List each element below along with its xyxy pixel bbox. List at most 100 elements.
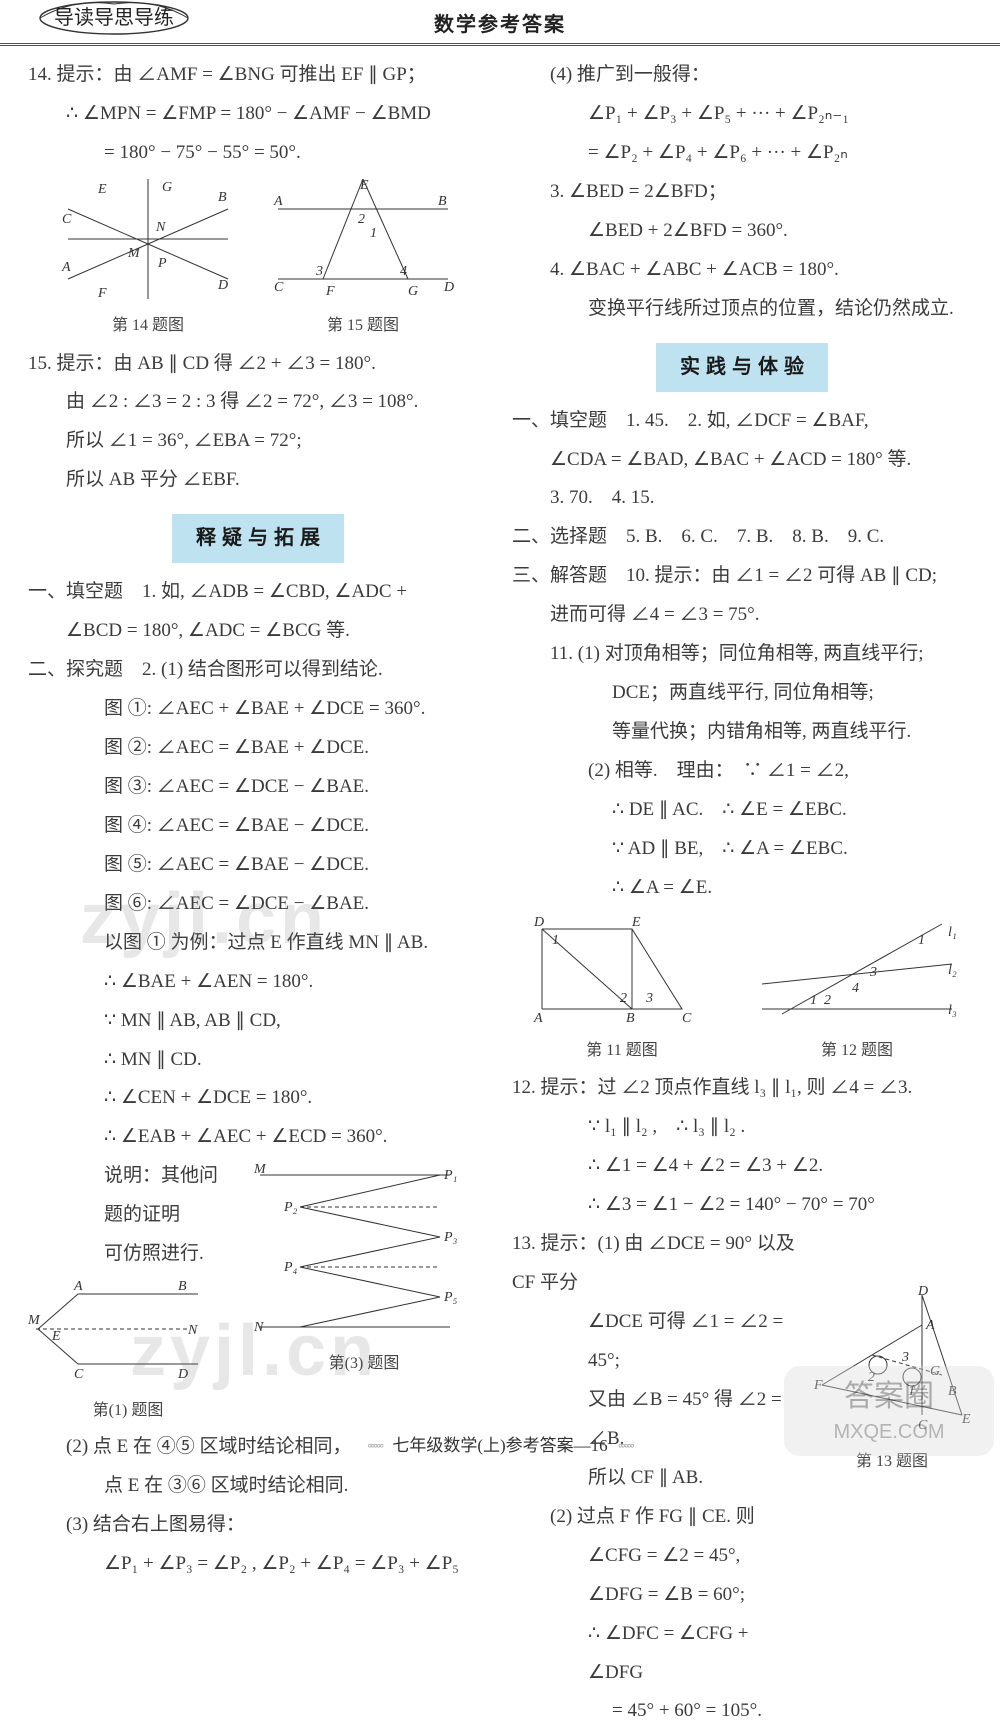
inv-g3: 图 ③: ∠AEC = ∠DCE − ∠BAE. [28,768,488,807]
r-q3-l2: ∠BED + 2∠BFD = 360°. [512,212,972,251]
content-columns: 14. 提示：由 ∠AMF = ∠BNG 可推出 EF ∥ GP； ∴ ∠MPN… [0,46,1000,1731]
svg-text:l₂: l₂ [948,963,957,978]
r-q13-l7: ∠DFG = ∠B = 60°; [512,1576,804,1615]
svg-text:M: M [28,1313,41,1328]
svg-text:E: E [631,915,641,930]
svg-text:A: A [61,260,71,275]
inv-ex1: 以图 ① 为例：过点 E 作直线 MN ∥ AB. [28,924,488,963]
svg-text:N: N [253,1320,264,1335]
figure-11: DE ABC 123 第 11 题图 [522,914,722,1068]
svg-text:4: 4 [400,264,407,279]
svg-text:N: N [187,1323,198,1338]
figure-14: EGB CN AMP FD 第 14 题图 [58,179,238,343]
fill-l2: ∠BCD = 180°, ∠ADC = ∠BCG 等. [28,612,488,651]
r-q12-l2: ∵ l₁ ∥ l₂ , ∴ l₃ ∥ l₂ . [512,1108,972,1147]
figure-12: l₁l₂l₃ 134 12 第 12 题图 [752,914,962,1068]
r-solve-l2: 进而可得 ∠4 = ∠3 = 75°. [512,596,972,635]
inv-p2b: 点 E 在 ③⑥ 区域时结论相同. [28,1467,488,1506]
q15-l2: 由 ∠2 : ∠3 = 2 : 3 得 ∠2 = 72°, ∠3 = 108°. [28,383,488,422]
figure-15-caption: 第 15 题图 [268,310,458,343]
figure-11-svg: DE ABC 123 [522,914,722,1024]
inv-note1: 说明：其他问题的证明 [28,1157,228,1235]
q15-l1: 15. 提示：由 AB ∥ CD 得 ∠2 + ∠3 = 180°. [28,345,488,384]
figure-15: E AB 21 34 CFGD 第 15 题图 [268,179,458,343]
q15-l3: 所以 ∠1 = 36°, ∠EBA = 72°; [28,422,488,461]
figure-14-caption: 第 14 题图 [58,310,238,343]
svg-text:E: E [359,179,369,193]
inv-g2: 图 ②: ∠AEC = ∠BAE + ∠DCE. [28,729,488,768]
svg-text:C: C [274,280,284,295]
fill-title: 一、填空题 1. 如, ∠ADB = ∠CBD, ∠ADC + [28,573,488,612]
svg-text:A: A [925,1318,935,1333]
inv-g1: 图 ①: ∠AEC + ∠BAE + ∠DCE = 360°. [28,690,488,729]
r-q11-l2: DCE；两直线平行, 同位角相等; [512,674,972,713]
figure-11-cap: 第 11 题图 [522,1035,722,1068]
q15-l4: 所以 AB 平分 ∠EBF. [28,461,488,500]
svg-text:P₄: P₄ [283,1260,298,1275]
r-fill-l2: ∠CDA = ∠BAD, ∠BAC + ∠ACD = 180° 等. [512,441,972,480]
svg-text:答案圈: 答案圈 [844,1380,934,1413]
svg-text:3: 3 [869,965,877,980]
footer-deco-right: ◦◦◦◦◦ [618,1439,633,1455]
r-choice: 二、选择题 5. B. 6. C. 7. B. 8. B. 9. C. [512,518,972,557]
fig-row-11-12: DE ABC 123 第 11 题图 l₁l₂l₃ 134 12 [512,914,972,1068]
svg-text:4: 4 [852,981,859,996]
r-q12-l4: ∴ ∠3 = ∠1 − ∠2 = 140° − 70° = 70° [512,1186,972,1225]
footer-deco-left: ◦◦◦◦◦ [367,1439,382,1455]
q14-line2: ∴ ∠MPN = ∠FMP = 180° − ∠AMF − ∠BMD [28,95,488,134]
svg-text:D: D [533,915,544,930]
r-q4gen-l3: = ∠P₂ + ∠P₄ + ∠P₆ + ··· + ∠P₂ₙ [512,134,972,173]
svg-text:D: D [217,278,228,293]
inv-ex6: ∴ ∠EAB + ∠AEC + ∠ECD = 360°. [28,1118,488,1157]
svg-text:3: 3 [901,1350,909,1365]
figure-inv3: MP₁ P₂P₃ P₄P₅ N [240,1157,460,1337]
svg-text:B: B [218,190,227,205]
r-q4-l1: 4. ∠BAC + ∠ABC + ∠ACB = 180°. [512,251,972,290]
svg-text:P₂: P₂ [283,1200,298,1215]
section-box-2: 实践与体验 [656,343,828,392]
svg-text:G: G [408,284,418,299]
svg-text:3: 3 [645,991,653,1006]
svg-text:2: 2 [358,212,365,227]
svg-text:P: P [157,256,167,271]
svg-text:E: E [51,1329,61,1344]
r-q11-l5: ∴ DE ∥ AC. ∴ ∠E = ∠EBC. [512,791,972,830]
svg-text:P₁: P₁ [443,1168,457,1183]
inv-ex4: ∴ MN ∥ CD. [28,1041,488,1080]
svg-text:A: A [533,1011,543,1024]
svg-text:1: 1 [552,933,559,948]
svg-text:F: F [97,286,107,299]
r-q3-l1: 3. ∠BED = 2∠BFD； [512,173,972,212]
inv-title: 二、探究题 2. (1) 结合图形可以得到结论. [28,651,488,690]
svg-text:D: D [177,1367,188,1382]
inv-p3b: ∠P₁ + ∠P₃ = ∠P₂ , ∠P₂ + ∠P₄ = ∠P₃ + ∠P₅ [28,1545,488,1584]
fig-row-14-15: EGB CN AMP FD 第 14 题图 E AB [28,179,488,343]
q14-line1: 14. 提示：由 ∠AMF = ∠BNG 可推出 EF ∥ GP； [28,56,488,95]
svg-text:P₅: P₅ [443,1290,458,1305]
q14-line3: = 180° − 75° − 55° = 50°. [28,134,488,173]
r-q13-l2: ∠DCE 可得 ∠1 = ∠2 = 45°; [512,1303,804,1381]
svg-text:2: 2 [824,993,831,1008]
r-q4gen-l1: (4) 推广到一般得： [512,56,972,95]
footer-text: 七年级数学(上)参考答案—16 [392,1436,607,1455]
svg-text:D: D [917,1285,928,1299]
inv-ex5: ∴ ∠CEN + ∠DCE = 180°. [28,1079,488,1118]
r-q13-l8: ∴ ∠DFC = ∠CFG + ∠DFG [512,1615,804,1693]
svg-text:1: 1 [918,933,925,948]
svg-text:l₁: l₁ [948,925,957,940]
inv-note2: 可仿照进行. [28,1235,228,1274]
svg-text:G: G [162,180,172,195]
left-column: 14. 提示：由 ∠AMF = ∠BNG 可推出 EF ∥ GP； ∴ ∠MPN… [28,56,488,1731]
r-q13-l5: (2) 过点 F 作 FG ∥ CE. 则 [512,1498,804,1537]
r-q12-l3: ∴ ∠1 = ∠4 + ∠2 = ∠3 + ∠2. [512,1147,972,1186]
r-q13-l6: ∠CFG = ∠2 = 45°, [512,1537,804,1576]
inv-g4: 图 ④: ∠AEC = ∠BAE − ∠DCE. [28,807,488,846]
svg-text:A: A [273,194,283,209]
inv-ex3: ∵ MN ∥ AB, AB ∥ CD, [28,1002,488,1041]
svg-text:C: C [682,1011,692,1024]
figure-14-svg: EGB CN AMP FD [58,179,238,299]
svg-text:1: 1 [370,226,377,241]
r-q13-l1: 13. 提示：(1) 由 ∠DCE = 90° 以及 CF 平分 [512,1225,804,1303]
figure-inv1: AB MEN CD [28,1274,228,1384]
svg-text:C: C [74,1367,84,1382]
